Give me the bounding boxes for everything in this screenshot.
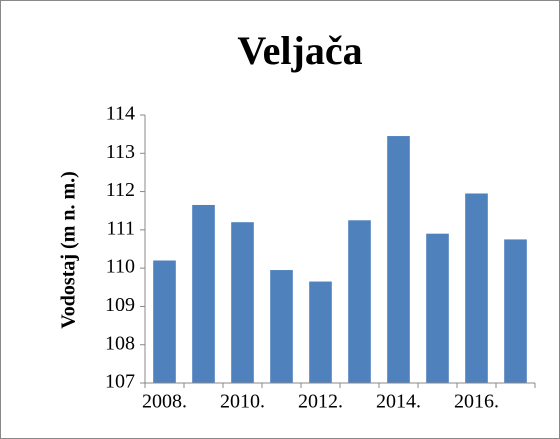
bar: [309, 281, 332, 383]
x-tick-label: 2014.: [376, 391, 421, 413]
y-tick-label: 114: [106, 103, 135, 125]
bar: [348, 220, 371, 383]
bar: [231, 222, 254, 383]
bar: [426, 233, 449, 383]
chart-title: Veljača: [237, 28, 362, 73]
x-tick-label: 2016.: [454, 391, 499, 413]
bar: [192, 204, 215, 383]
x-tick-label: 2012.: [298, 391, 343, 413]
x-tick-label: 2010.: [220, 391, 265, 413]
bar: [504, 239, 527, 383]
bar: [153, 260, 176, 383]
y-tick-label: 108: [105, 332, 135, 354]
bar: [387, 136, 410, 383]
y-tick-label: 112: [106, 179, 135, 201]
x-tick-label: 2008.: [142, 391, 187, 413]
y-tick-label: 113: [106, 141, 135, 163]
y-axis-label: Vodostaj (m n. m.): [58, 171, 80, 329]
y-tick-label: 110: [106, 256, 135, 278]
y-tick-label: 107: [105, 371, 135, 393]
bar: [465, 193, 488, 383]
bar: [270, 270, 293, 383]
y-tick-label: 111: [106, 217, 135, 239]
y-tick-label: 109: [105, 294, 135, 316]
